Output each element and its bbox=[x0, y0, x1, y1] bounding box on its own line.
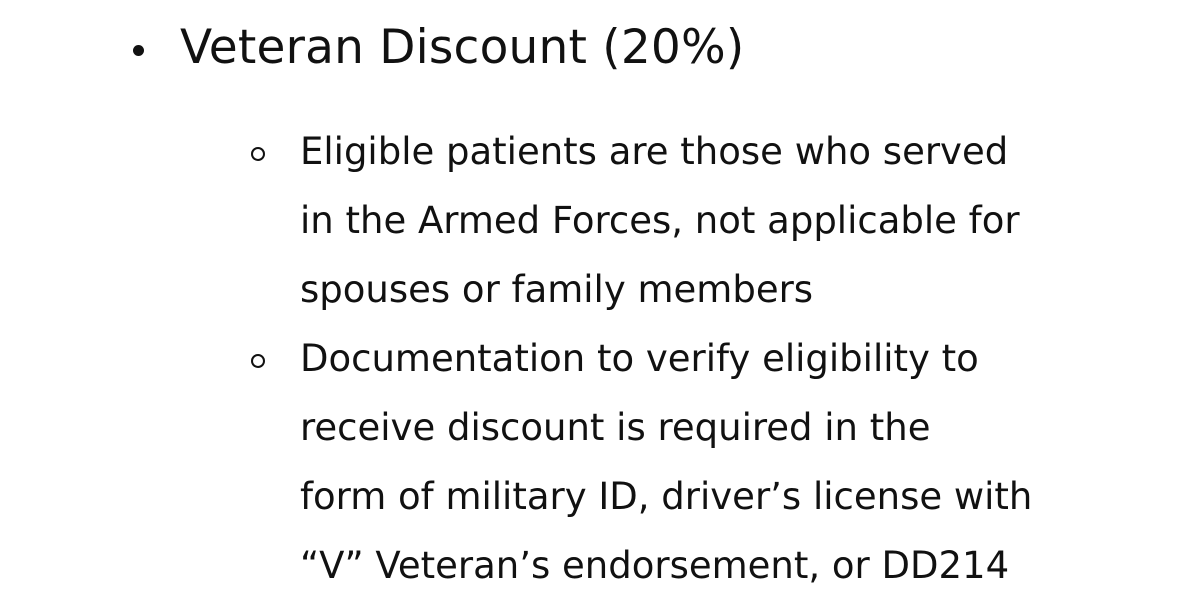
hollow-bullet-icon bbox=[251, 147, 265, 161]
sub-bullet-list: Eligible patients are those who served i… bbox=[0, 117, 1032, 600]
main-bullet-icon bbox=[133, 45, 144, 56]
list-item-line: spouses or family members bbox=[300, 268, 814, 311]
list-item-line: “V” Veteran’s endorsement, or DD214 bbox=[300, 544, 1010, 587]
list-item: Eligible patients are those who served i… bbox=[0, 117, 1032, 324]
list-item-line: in the Armed Forces, not applicable for bbox=[300, 199, 1020, 242]
list-item: Documentation to verify eligibility to r… bbox=[0, 324, 1032, 600]
list-item-line: receive discount is required in the bbox=[300, 406, 931, 449]
list-item-line: Eligible patients are those who served bbox=[300, 130, 1009, 173]
hollow-bullet-icon bbox=[251, 354, 265, 368]
section-heading: Veteran Discount (20%) bbox=[180, 20, 745, 75]
list-item-line: Documentation to verify eligibility to bbox=[300, 337, 979, 380]
list-item-line: form of military ID, driver’s license wi… bbox=[300, 475, 1033, 518]
